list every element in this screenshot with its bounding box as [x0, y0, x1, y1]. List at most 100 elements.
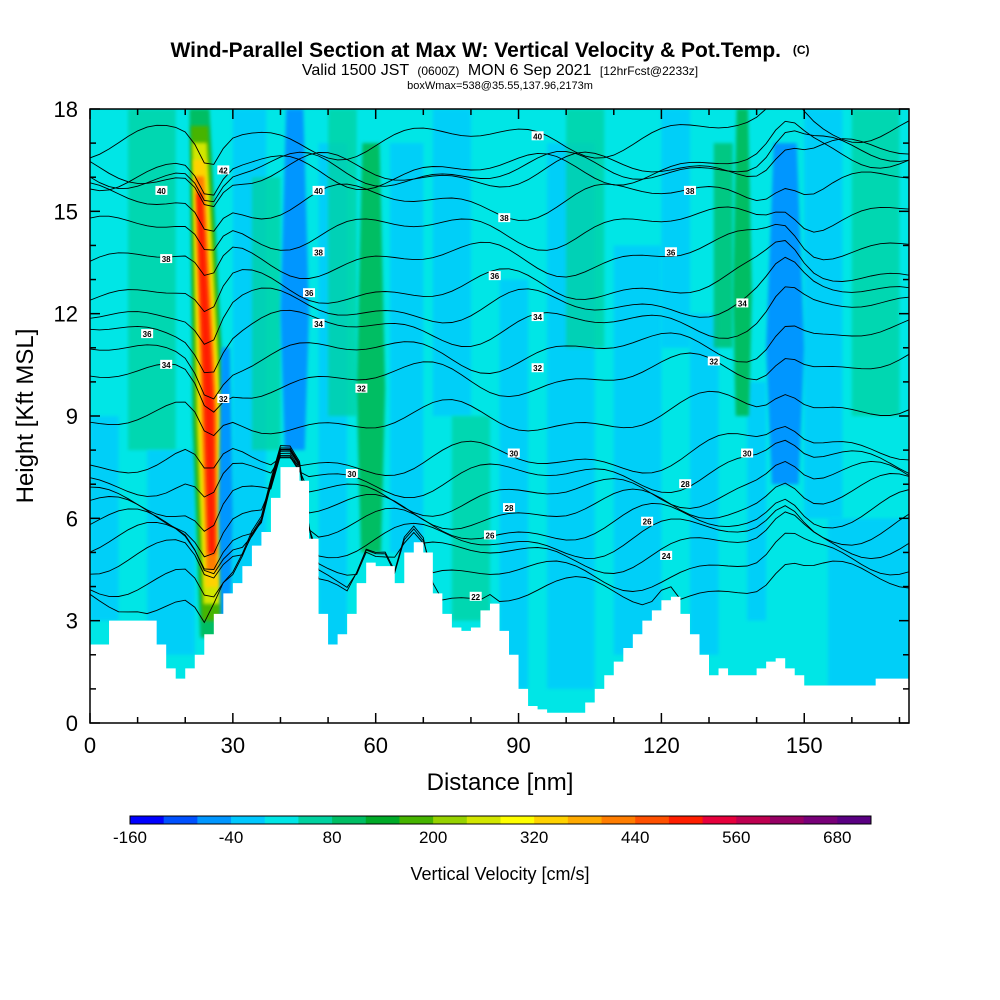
colorbar-swatch: [534, 816, 569, 824]
isentrope-label-bg: [217, 165, 230, 175]
isentrope-label-bg: [503, 503, 516, 513]
colorbar: [129, 815, 872, 825]
chart-title: Wind-Parallel Section at Max W: Vertical…: [170, 39, 809, 62]
isentrope-label-bg: [355, 383, 368, 393]
isentrope-label-bg: [345, 468, 358, 478]
isentrope-label: 42: [219, 166, 228, 175]
copyright-mark: (C): [793, 43, 810, 57]
colorbar-swatch: [837, 816, 872, 824]
isentrope-contours: [90, 109, 909, 624]
updraft-core: [196, 193, 216, 554]
isentrope-label-bg: [683, 185, 696, 195]
y-tick-label: 12: [54, 302, 78, 327]
isentrope-line: [90, 286, 909, 374]
isentrope-label: 38: [686, 187, 695, 196]
isentrope-label: 40: [533, 132, 542, 141]
isentrope-line: [90, 448, 909, 579]
colorbar-tick-label: 440: [621, 828, 649, 847]
isentrope-line: [90, 319, 909, 400]
isentrope-label: 32: [709, 357, 718, 366]
isentrope-line: [90, 120, 909, 196]
isentrope-label: 28: [505, 504, 514, 513]
field-band: [851, 109, 900, 416]
colorbar-swatch: [601, 816, 636, 824]
updraft-core: [732, 109, 752, 416]
isentrope-label-bg: [469, 591, 482, 601]
valid-date: MON 6 Sep 2021: [468, 62, 592, 79]
isentrope-label: 38: [162, 255, 171, 264]
downdraft-core: [218, 347, 233, 621]
isentrope-line: [90, 447, 909, 598]
isentrope-label-bg: [155, 185, 168, 195]
isentrope-line: [90, 109, 909, 165]
forecast-info: [12hrFcst@2233z]: [600, 64, 698, 78]
field-band: [566, 109, 605, 348]
colorbar-swatch: [365, 816, 400, 824]
y-tick-label: 6: [66, 506, 78, 531]
colorbar-swatch: [466, 816, 501, 824]
isentrope-label: 32: [357, 385, 366, 394]
isentrope-label-bg: [141, 329, 154, 339]
isentrope-line: [90, 206, 909, 251]
field-band: [661, 109, 690, 348]
y-tick-label: 3: [66, 609, 78, 634]
colorbar-swatch: [769, 816, 805, 824]
isentrope-label: 22: [471, 593, 480, 602]
isentrope-label-bg: [660, 550, 673, 560]
colorbar-tick-label: 200: [419, 828, 447, 847]
field-band: [128, 109, 176, 451]
isentrope-label: 30: [743, 450, 752, 459]
field-band: [713, 143, 733, 348]
isentrope-label-bg: [531, 312, 544, 322]
colorbar-swatch: [803, 816, 838, 824]
colorbar-swatch: [197, 816, 232, 824]
isentrope-label: 34: [162, 361, 171, 370]
isentrope-label-bg: [707, 356, 720, 366]
x-tick-label: 0: [84, 733, 96, 758]
isentrope-label: 36: [490, 272, 499, 281]
colorbar-swatch: [163, 816, 198, 824]
isentrope-label: 40: [157, 187, 166, 196]
isentrope-label: 36: [305, 289, 314, 298]
terrain-mask: [90, 467, 909, 723]
isentrope-line: [90, 138, 909, 208]
isentrope-label-bg: [160, 254, 173, 264]
box-wmax-subtitle: boxWmax=538@35.55,137.96,2173m: [407, 80, 593, 92]
isentrope-label-bg: [498, 213, 511, 223]
isentrope-label: 34: [314, 320, 323, 329]
isentrope-label-bg: [664, 247, 677, 257]
colorbar-tick-label: 320: [520, 828, 548, 847]
colorbar-tick-label: 560: [722, 828, 750, 847]
isentrope-label-bg: [641, 516, 654, 526]
colorbar-swatch: [399, 816, 434, 824]
y-tick-label: 18: [54, 97, 78, 122]
field-band: [251, 177, 281, 451]
isentrope-label: 40: [314, 187, 323, 196]
isentrope-line: [90, 390, 909, 437]
x-axis-title: Distance [nm]: [427, 769, 574, 796]
valid-time-local: Valid 1500 JST: [302, 62, 410, 79]
colorbar-tick-label: -40: [219, 828, 244, 847]
field-band: [451, 416, 490, 621]
isentrope-line: [90, 256, 909, 345]
colorbar-swatch: [702, 816, 737, 824]
isentrope-label: 34: [533, 313, 542, 322]
isentrope-label-bg: [483, 530, 496, 540]
isentrope-label-bg: [531, 363, 544, 373]
colorbar-tick-label: -160: [113, 828, 147, 847]
isentrope-labels: 22 24 26 26 28 28 30 30 30 32 32 32 32 34 34 34 34 36 36 36…: [141, 131, 754, 602]
field-band: [389, 143, 424, 553]
isentrope-label-bg: [488, 271, 501, 281]
isentrope-label-bg: [531, 131, 544, 141]
colorbar-swatch: [500, 816, 535, 824]
isentrope-label-bg: [741, 448, 754, 458]
colorbar-tick-label: 80: [323, 828, 342, 847]
x-tick-label: 60: [363, 733, 387, 758]
downdraft-core: [280, 109, 310, 451]
isentrope-label-bg: [312, 247, 325, 257]
field-band: [499, 279, 529, 689]
isentrope-label: 26: [643, 518, 652, 527]
isentrope-line: [90, 450, 909, 570]
isentrope-label: 38: [314, 248, 323, 257]
